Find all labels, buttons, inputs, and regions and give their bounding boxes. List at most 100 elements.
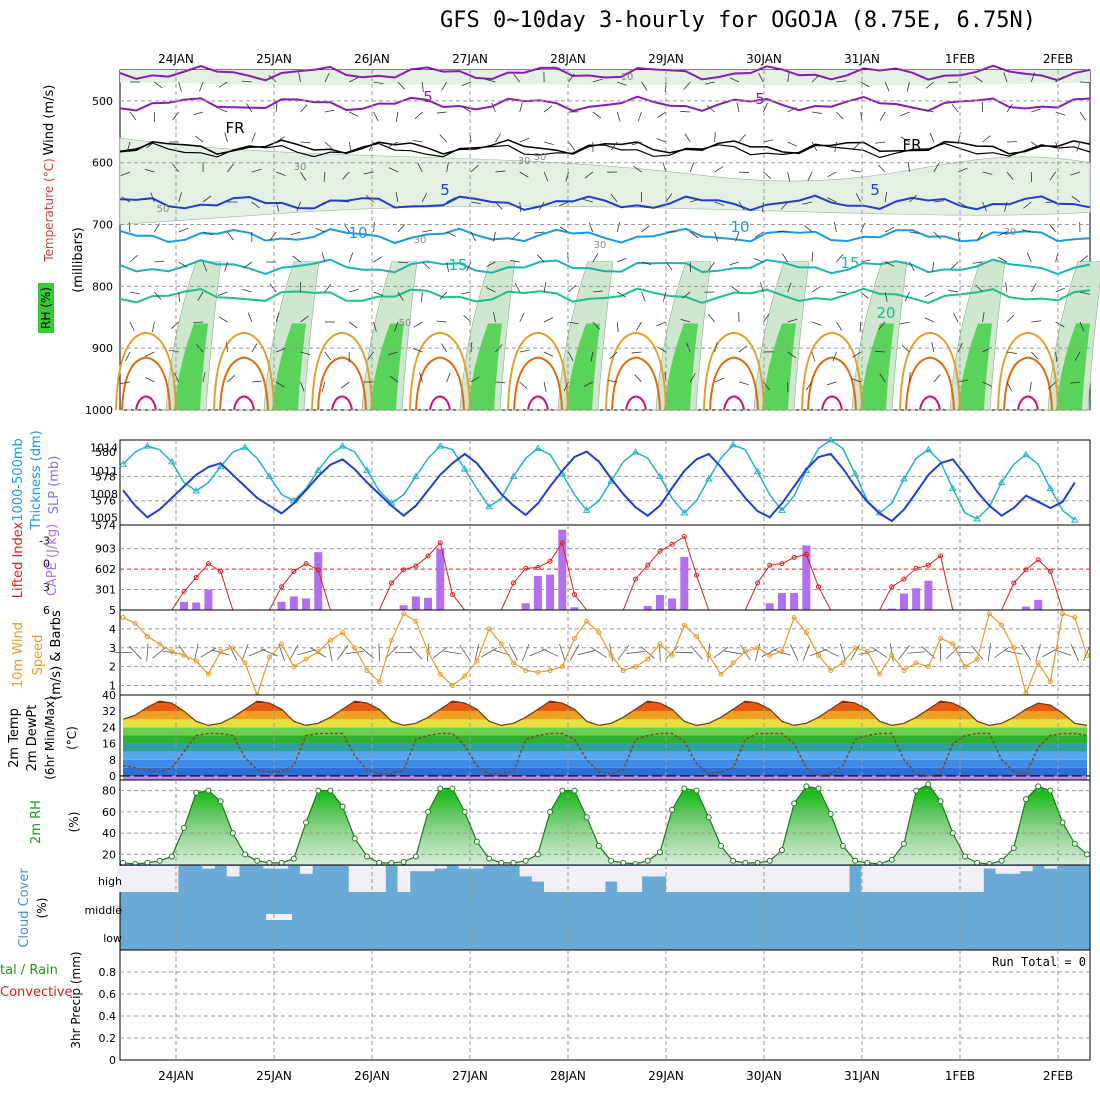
- temp2m-panel: 40 32 24 16 8 0: [102, 689, 1091, 783]
- wind-barb: [543, 171, 549, 182]
- li-point: [303, 561, 309, 567]
- thickness-point: [314, 466, 323, 473]
- rh2m-point: [1010, 845, 1017, 851]
- wind10-point: [1060, 611, 1066, 617]
- rh2m-point: [888, 856, 895, 863]
- wind-barb: [193, 111, 204, 116]
- li-point: [291, 568, 297, 574]
- wind10-point: [962, 664, 968, 670]
- wind10-point: [755, 645, 761, 651]
- wind10-barb: [740, 644, 751, 661]
- wind10-point: [852, 645, 858, 651]
- wind-barb: [735, 231, 740, 242]
- wind-barb: [145, 351, 155, 357]
- rh-tick: 60: [102, 806, 116, 819]
- rh-shade: [1056, 323, 1090, 410]
- temperature-contour: [213, 331, 275, 411]
- rh-shade: [566, 323, 600, 410]
- wind-barb: [485, 79, 496, 83]
- wind10-point: [303, 656, 309, 662]
- wind10-barb: [559, 643, 566, 662]
- li-point: [681, 534, 687, 540]
- wind-barb: [173, 372, 180, 383]
- wind-barb: [543, 105, 553, 113]
- wind-barb: [680, 110, 691, 113]
- wind-barb: [982, 135, 991, 143]
- wind-barb: [641, 225, 650, 233]
- wind-barb: [706, 105, 715, 113]
- wind-barb: [543, 381, 547, 392]
- contour-label: 15: [448, 256, 467, 274]
- li-point: [633, 576, 639, 582]
- wind-barb: [462, 106, 472, 113]
- cloud-clear-bar: [568, 866, 582, 892]
- li-point: [523, 565, 529, 571]
- wind10-point: [437, 671, 443, 677]
- precip-panel: 0.8 0.6 0.4 0.2 0 Run Total = 0: [99, 949, 1091, 1067]
- temperature-contour: [801, 331, 863, 411]
- wind-barb: [247, 312, 253, 323]
- rh2m-point: [913, 787, 920, 794]
- wind10-point: [120, 615, 126, 621]
- wind10-point: [742, 649, 748, 655]
- ylabel-rh2m: 2m RH: [29, 800, 44, 844]
- wind-barb: [1005, 282, 1008, 293]
- wind-barb: [1071, 195, 1081, 203]
- thickness-point: [656, 472, 664, 479]
- wind-barb: [909, 194, 917, 203]
- wind-barb: [662, 162, 667, 173]
- wind-barb: [512, 231, 521, 240]
- li-point: [315, 567, 321, 573]
- wind-barb: [811, 111, 822, 114]
- wind-barb: [246, 103, 253, 113]
- date-label-bottom: 26JAN: [354, 1069, 390, 1083]
- cape-bar: [424, 597, 433, 610]
- temperature-contour: [429, 395, 451, 411]
- temp-band: [123, 743, 1087, 752]
- wind-barb: [446, 372, 451, 383]
- wind10-point: [132, 620, 138, 626]
- wind-barb: [168, 349, 179, 353]
- wind10-barb: [994, 646, 1010, 659]
- wind-barb: [760, 282, 764, 293]
- ylabel-lifted-index: Lifted Index: [11, 521, 26, 598]
- wind10-point: [193, 658, 199, 664]
- wind-barb: [592, 321, 600, 330]
- cloud-clear-bar: [702, 866, 716, 892]
- cloud-clear-bar: [202, 866, 216, 869]
- ylabel-precip-c: 3hr Precip (mm): [69, 951, 83, 1048]
- rh2m-point: [339, 803, 346, 810]
- wind10-point: [877, 671, 883, 677]
- rh2m-point: [900, 840, 907, 847]
- wind-barb: [924, 109, 934, 113]
- wind10-tick: 2: [109, 661, 116, 674]
- wind-barb: [227, 163, 234, 173]
- rh2m-point: [364, 853, 371, 860]
- wind-barb: [689, 373, 696, 383]
- thickness-tick: 576: [95, 495, 116, 508]
- wind10-point: [767, 652, 773, 658]
- wind-barb: [714, 377, 725, 383]
- wind10-point: [681, 622, 687, 628]
- wind-barb: [178, 291, 180, 302]
- wind-barb: [251, 201, 261, 209]
- wind10-barb: [675, 651, 694, 654]
- wind-barb: [470, 231, 476, 242]
- wind-barb: [269, 283, 277, 293]
- wind10-point: [376, 679, 382, 685]
- wind10-point: [718, 671, 724, 677]
- cloud-clear-bar: [812, 866, 826, 892]
- wind-barb: [243, 261, 253, 269]
- wind-barb: [631, 351, 642, 354]
- wind10-barb: [761, 647, 778, 658]
- wind-barb: [519, 381, 528, 389]
- wind10-point: [547, 667, 553, 673]
- wind-barb: [439, 291, 447, 300]
- thickness-point: [948, 484, 957, 492]
- cape-bar: [436, 548, 445, 610]
- cape-bar: [1034, 599, 1043, 610]
- upper-air-panel: 500 600 700 800 900 1000 5 5 FR FR 5 5 10 10 15 15 20 10…: [85, 64, 1100, 417]
- date-label-bottom: 30JAN: [746, 1069, 782, 1083]
- wind-barb: [217, 108, 228, 113]
- cloud-clear-bar: [763, 866, 777, 892]
